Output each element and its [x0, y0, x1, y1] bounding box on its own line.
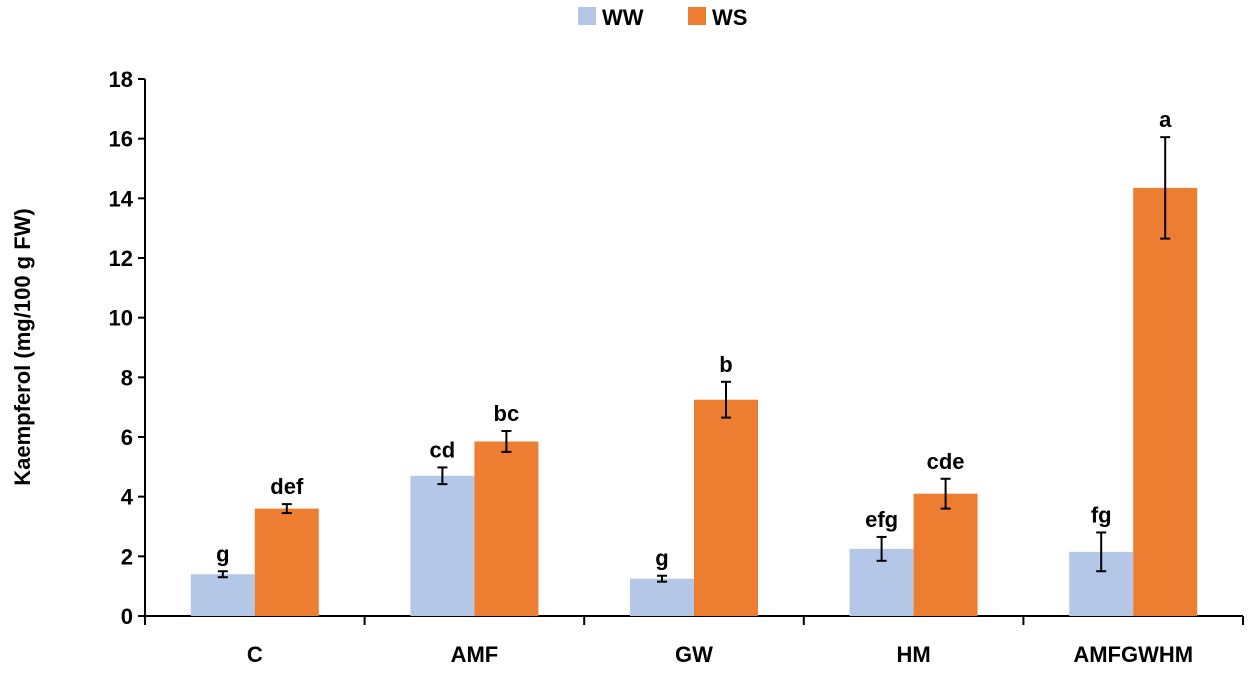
y-tick-label: 16: [109, 127, 133, 152]
legend-swatch-ws: [688, 7, 706, 25]
y-tick-label: 14: [109, 186, 134, 211]
y-tick-label: 6: [121, 425, 133, 450]
y-axis: 0 2 4 6 8 10 12 14 16 18: [109, 67, 146, 629]
significance-letter: cd: [430, 437, 456, 462]
significance-letter: b: [719, 352, 732, 377]
legend-swatch-ww: [578, 7, 596, 25]
x-category-label: AMFGWHM: [1073, 642, 1193, 667]
x-axis: C AMF GW HM AMFGWHM: [144, 615, 1244, 667]
significance-letter: cde: [927, 449, 965, 474]
bar-ws: [913, 493, 978, 616]
legend-label-ws: WS: [712, 5, 747, 30]
bar-ww: [190, 574, 255, 616]
x-category-label: HM: [896, 642, 930, 667]
significance-letter: g: [655, 546, 668, 571]
bar-ws: [254, 508, 319, 616]
y-axis-title: Kaempferol (mg/100 g FW): [10, 208, 35, 485]
y-tick-label: 18: [109, 67, 133, 92]
significance-letter: fg: [1091, 502, 1112, 527]
x-category-label: GW: [675, 642, 713, 667]
bar-ww: [630, 578, 694, 616]
significance-letter: def: [270, 474, 304, 499]
x-category-label: AMF: [451, 642, 499, 667]
significance-letter: g: [216, 541, 229, 566]
y-tick-label: 10: [109, 306, 133, 331]
x-category-label: C: [247, 642, 263, 667]
y-tick-label: 2: [121, 544, 133, 569]
y-tick-label: 12: [109, 246, 133, 271]
bar-ws: [694, 399, 758, 616]
bars: g def cd bc g b efg cde fg a: [190, 107, 1198, 616]
y-tick-label: 8: [121, 365, 133, 390]
significance-letter: bc: [494, 401, 520, 426]
bar-ww: [410, 475, 475, 616]
y-tick-label: 4: [121, 485, 134, 510]
legend: WW WS: [578, 5, 747, 30]
y-tick-label: 0: [121, 604, 133, 629]
bar-ws: [474, 441, 539, 616]
significance-letter: efg: [865, 507, 898, 532]
bar-ws: [1133, 187, 1198, 616]
significance-letter: a: [1159, 107, 1172, 132]
legend-label-ww: WW: [602, 5, 644, 30]
